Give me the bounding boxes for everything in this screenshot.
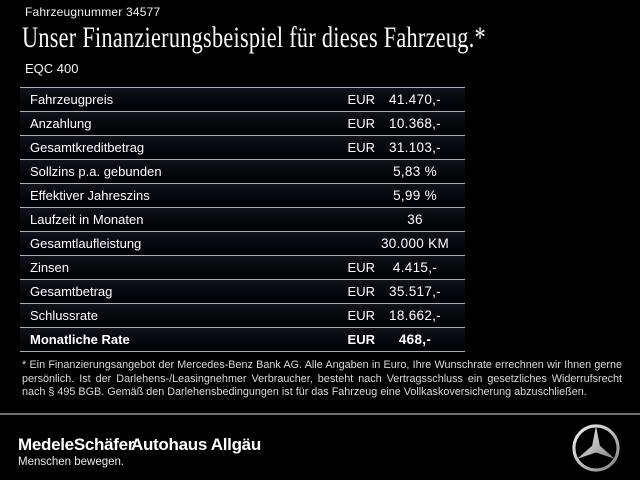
row-value: 30.000 KM: [381, 236, 449, 251]
table-row: Gesamtlaufleistung 30.000 KM: [20, 231, 465, 255]
row-value: 5,83 %: [393, 164, 437, 179]
table-row: Zinsen EUR 4.415,-: [20, 255, 465, 279]
row-currency: EUR: [347, 92, 375, 107]
dealer-logo: MedeleSchäfer: [18, 435, 135, 454]
table-row: Effektiver Jahreszins 5,99 %: [20, 183, 465, 207]
row-value: 5,99 %: [393, 188, 437, 203]
footer: MedeleSchäfer Autohaus Allgäu Menschen b…: [0, 415, 640, 480]
row-label: Laufzeit in Monaten: [30, 212, 144, 227]
table-row: Monatliche Rate EUR 468,-: [20, 327, 465, 351]
page-title: Unser Finanzierungsbeispiel für dieses F…: [22, 21, 486, 54]
table-row: Gesamtkreditbetrag EUR 31.103,-: [20, 135, 465, 159]
vehicle-number: Fahrzeugnummer 34577: [25, 5, 161, 19]
row-value: 35.517,-: [389, 284, 441, 299]
row-label: Sollzins p.a. gebunden: [30, 164, 162, 179]
row-label: Monatliche Rate: [30, 332, 130, 347]
table-row: Laufzeit in Monaten 36: [20, 207, 465, 231]
table-row: Sollzins p.a. gebunden 5,83 %: [20, 159, 465, 183]
row-currency: EUR: [347, 284, 375, 299]
row-value: 468,-: [398, 332, 432, 347]
dealer-secondary-logo: Autohaus Allgäu: [131, 435, 261, 454]
row-value: 18.662,-: [389, 308, 441, 323]
table-row: Fahrzeugpreis EUR 41.470,-: [20, 87, 465, 111]
table-row: Anzahlung EUR 10.368,-: [20, 111, 465, 135]
row-label: Effektiver Jahreszins: [30, 188, 150, 203]
table-row: Schlussrate EUR 18.662,-: [20, 303, 465, 327]
financing-table: Fahrzeugpreis EUR 41.470,- Anzahlung EUR 10.3…: [20, 87, 465, 352]
table-row: Gesamtbetrag EUR 35.517,-: [20, 279, 465, 303]
row-value: 10.368,-: [389, 116, 441, 131]
row-label: Schlussrate: [30, 308, 98, 323]
row-label: Gesamtkreditbetrag: [30, 140, 145, 155]
row-value: 4.415,-: [392, 260, 438, 275]
row-currency: EUR: [347, 116, 375, 131]
dealer-tagline: Menschen bewegen.: [18, 456, 125, 468]
row-label: Gesamtbetrag: [30, 284, 113, 299]
row-label: Gesamtlaufleistung: [30, 236, 142, 251]
row-label: Anzahlung: [30, 116, 92, 131]
row-currency: EUR: [347, 308, 375, 323]
row-currency: EUR: [347, 260, 375, 275]
mercedes-star-icon: [572, 424, 620, 472]
row-value: 36: [407, 212, 423, 227]
row-currency: EUR: [347, 140, 375, 155]
vehicle-model: EQC 400: [25, 61, 79, 76]
footnote-text: * Ein Finanzierungsangebot der Mercedes-…: [22, 359, 622, 398]
row-currency: EUR: [347, 332, 375, 347]
row-label: Fahrzeugpreis: [30, 92, 114, 107]
row-label: Zinsen: [30, 260, 70, 275]
footer-divider: [0, 413, 640, 415]
row-value: 31.103,-: [389, 140, 441, 155]
row-value: 41.470,-: [389, 92, 441, 107]
